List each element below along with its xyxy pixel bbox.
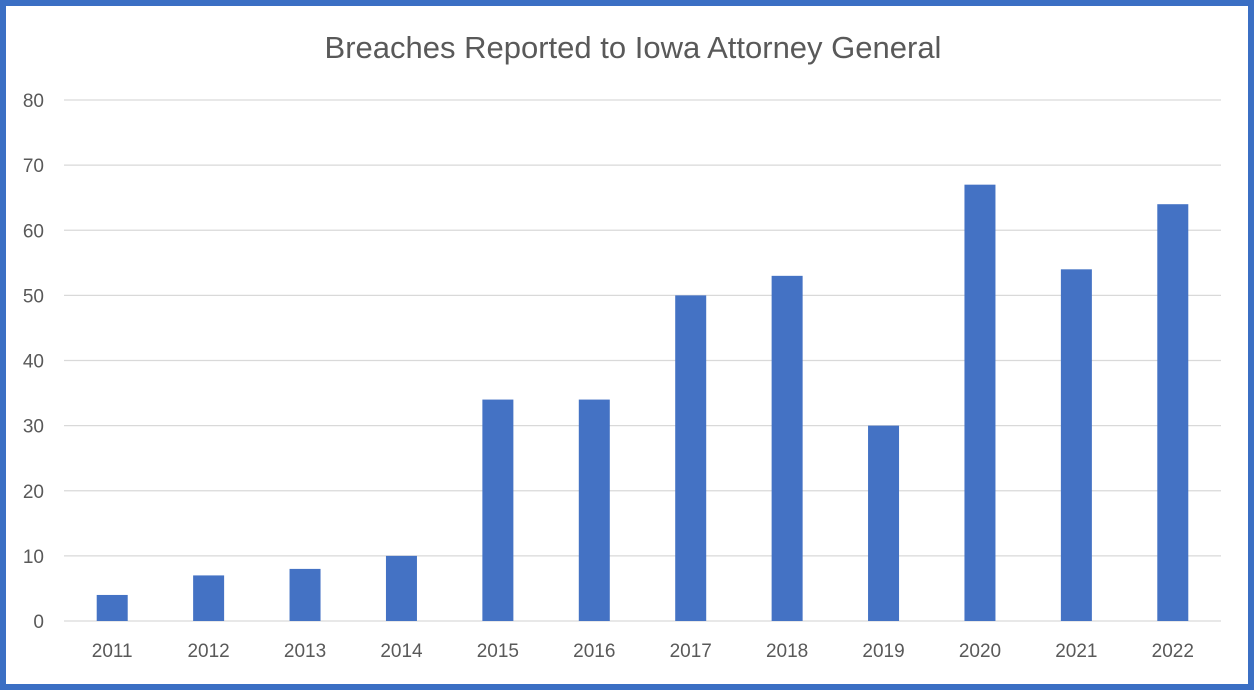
bar-2018: [771, 275, 803, 621]
x-tick-label: 2011: [92, 641, 133, 662]
bar-2019: [868, 425, 900, 621]
bar-2020: [964, 184, 996, 621]
bar-2011: [96, 594, 128, 621]
bar-2017: [675, 295, 707, 621]
x-tick-label: 2015: [477, 641, 519, 662]
y-tick-label: 60: [23, 221, 44, 242]
bar-2012: [193, 575, 225, 621]
x-tick-label: 2020: [959, 641, 1001, 662]
bar-2015: [482, 399, 514, 621]
y-tick-label: 10: [23, 547, 44, 568]
y-axis-ticks: 0 10 20 30 40 50 60 70 80: [23, 91, 44, 633]
x-tick-label: 2012: [187, 641, 229, 662]
x-tick-label: 2014: [380, 641, 423, 662]
x-tick-label: 2022: [1152, 641, 1194, 662]
y-tick-label: 20: [23, 482, 44, 503]
y-tick-label: 80: [23, 91, 44, 112]
y-tick-label: 50: [23, 286, 44, 307]
x-axis-ticks: 2011 2012 2013 2014 2015 2016 2017 2018 2019 2020…: [92, 641, 1194, 662]
bar-2022: [1157, 204, 1189, 621]
y-tick-label: 40: [23, 352, 44, 373]
y-tick-label: 70: [23, 156, 44, 177]
bar-2013: [289, 568, 321, 621]
y-tick-label: 0: [33, 612, 44, 633]
chart-title: Breaches Reported to Iowa Attorney Gener…: [324, 30, 942, 65]
y-tick-label: 30: [23, 417, 44, 438]
x-tick-label: 2018: [766, 641, 808, 662]
bar-2014: [385, 555, 417, 621]
x-tick-label: 2019: [862, 641, 904, 662]
x-tick-label: 2021: [1055, 641, 1097, 662]
x-tick-label: 2013: [284, 641, 326, 662]
bar-2021: [1060, 269, 1092, 621]
x-tick-label: 2016: [573, 641, 615, 662]
gridlines: [64, 99, 1221, 622]
bars: [96, 184, 1189, 621]
bar-2016: [578, 399, 610, 621]
x-tick-label: 2017: [670, 641, 712, 662]
